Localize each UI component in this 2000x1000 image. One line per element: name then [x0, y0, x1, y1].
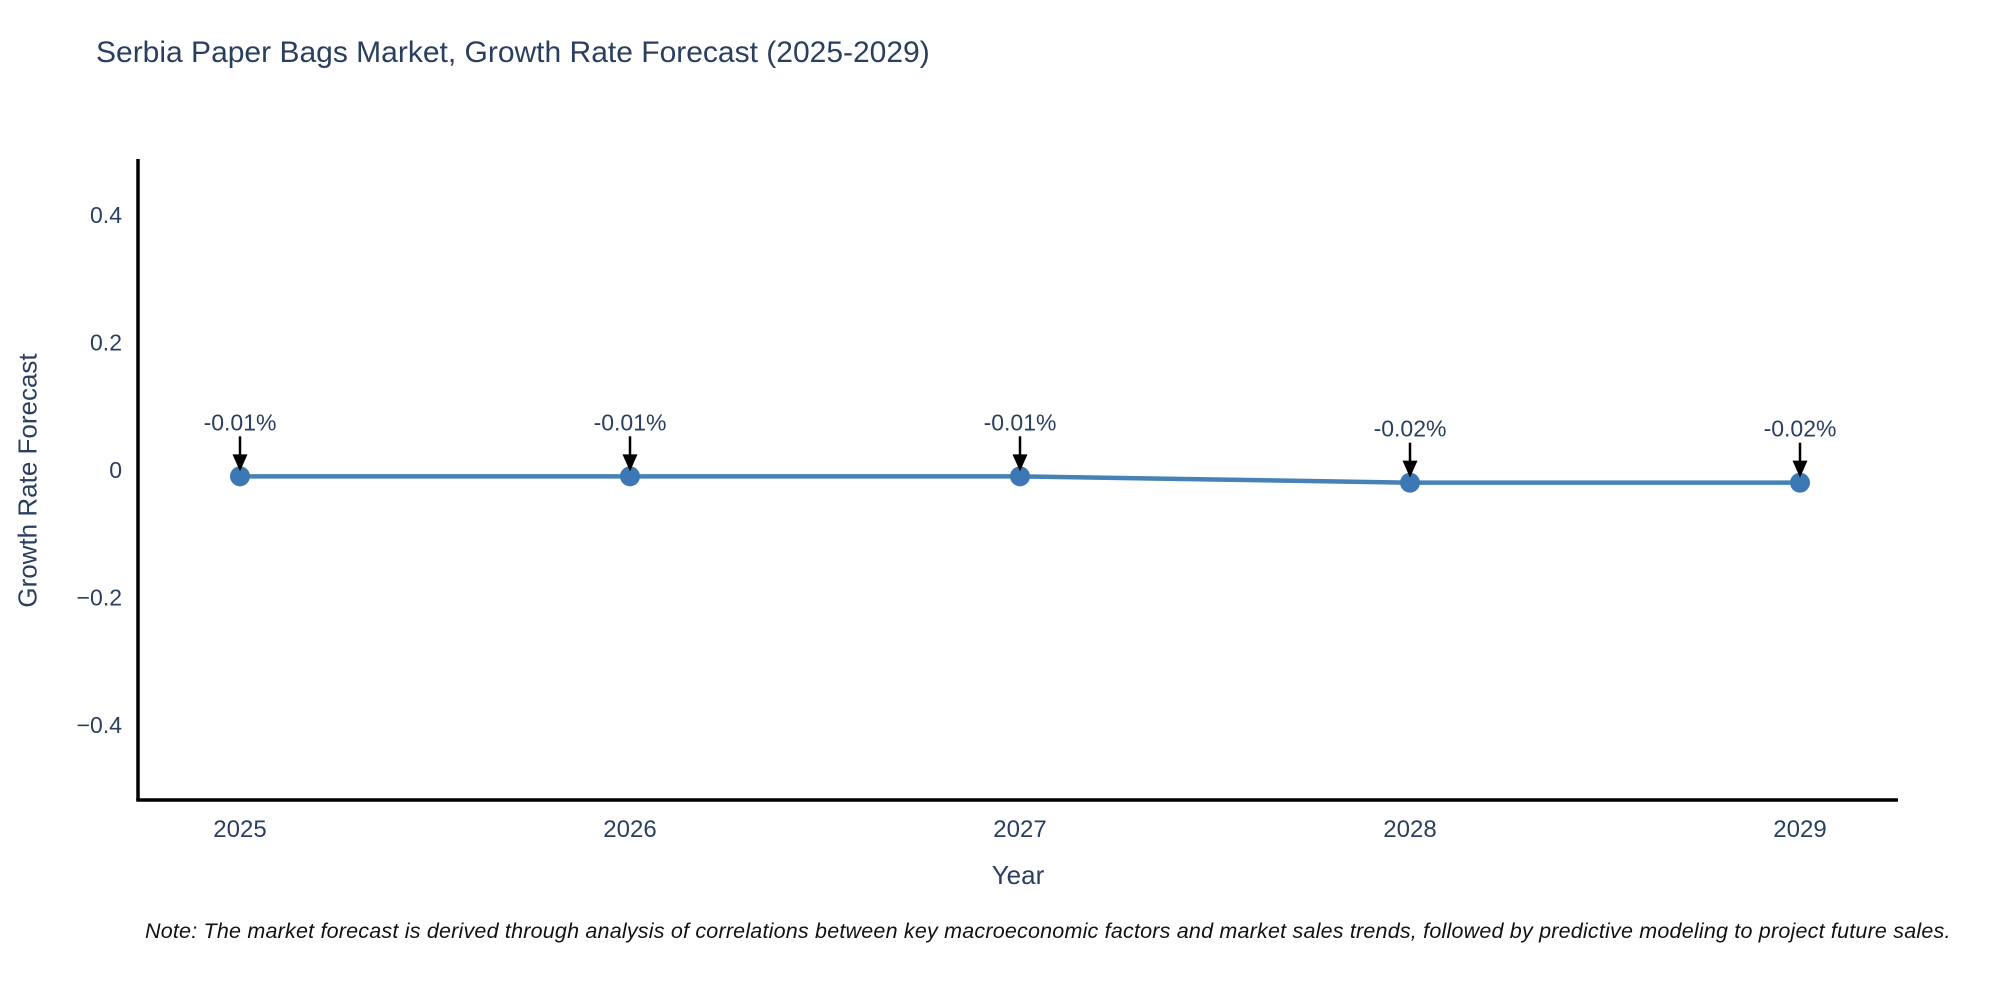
y-tick-label: −0.2 [77, 584, 122, 610]
data-point [1790, 472, 1810, 493]
data-point [1010, 466, 1030, 487]
annotation-label: -0.02% [1374, 416, 1447, 442]
y-tick-label: −0.4 [77, 712, 123, 738]
y-axis-title: Growth Rate Forecast [12, 353, 43, 608]
annotation-label: -0.01% [594, 409, 667, 435]
chart-footnote: Note: The market forecast is derived thr… [145, 919, 1951, 943]
x-tick-label: 2029 [1773, 816, 1826, 843]
annotation-label: -0.01% [204, 409, 277, 435]
x-axis-title: Year [991, 860, 1045, 890]
x-tick-label: 2025 [213, 816, 266, 843]
data-point [230, 466, 250, 487]
annotation-arrowhead [1792, 460, 1808, 478]
annotation-label: -0.02% [1764, 416, 1837, 442]
data-point [1400, 472, 1420, 493]
y-tick-label: 0.2 [90, 330, 122, 356]
x-tick-label: 2028 [1383, 816, 1436, 843]
annotation-arrowhead [232, 454, 248, 472]
x-tick-label: 2027 [993, 816, 1046, 843]
annotation-label: -0.01% [984, 409, 1057, 435]
annotation-arrowhead [622, 454, 638, 472]
x-tick-label: 2026 [603, 816, 656, 843]
annotation-arrowhead [1012, 454, 1028, 472]
data-point [620, 466, 640, 487]
y-tick-label: 0.4 [90, 202, 122, 228]
chart-title: Serbia Paper Bags Market, Growth Rate Fo… [96, 36, 930, 69]
y-tick-label: 0 [109, 457, 122, 483]
annotation-arrowhead [1402, 460, 1418, 478]
